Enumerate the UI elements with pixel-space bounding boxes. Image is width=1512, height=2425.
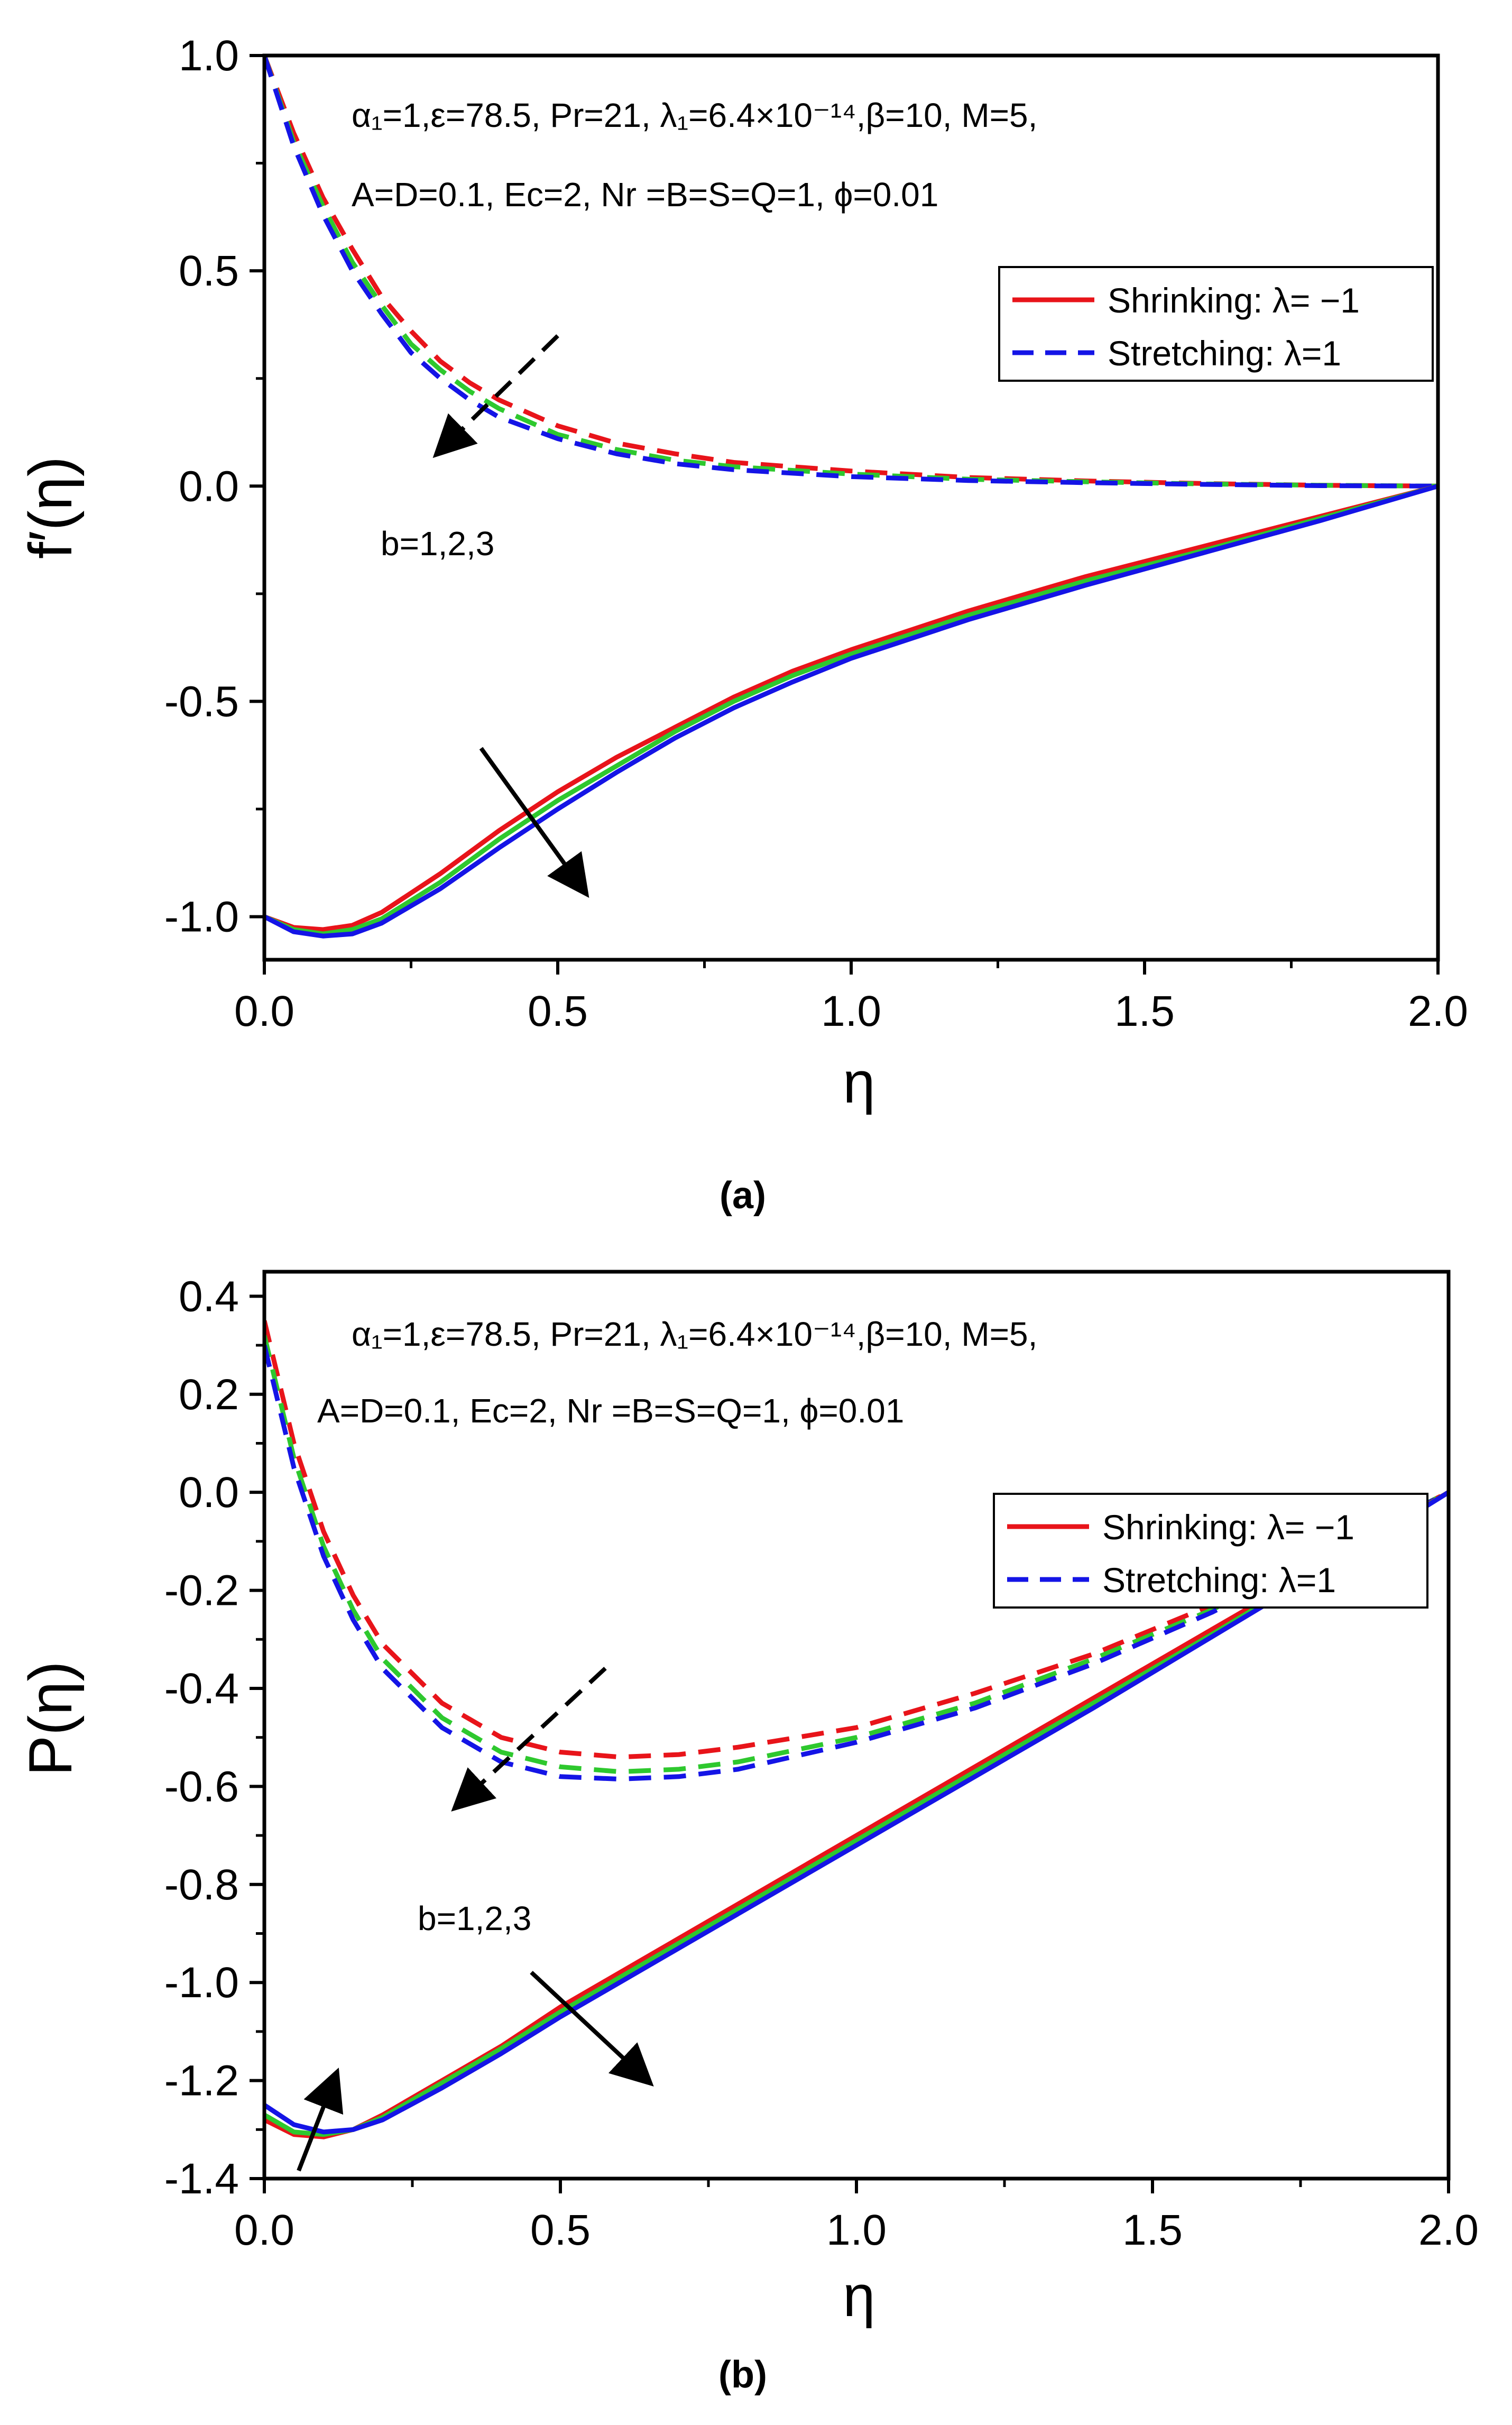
y-tick-label: -1.0 [164,893,239,941]
x-axis-label: η [843,1050,875,1115]
panel-caption: (a) [720,1174,766,1217]
x-axis-label: η [843,2264,875,2329]
trend-arrow [479,747,589,898]
y-tick-label: 0.0 [179,462,239,510]
series-line-stretching-b2 [264,56,1438,489]
trend-arrow [451,1667,607,1812]
y-tick-label: 1.0 [179,32,239,80]
trend-arrow [530,1971,654,2087]
legend-label: Shrinking: λ= −1 [1108,281,1360,320]
trend-arrow [432,334,559,458]
x-tick-label: 1.5 [1122,2206,1183,2254]
y-tick-label: -1.0 [164,1959,239,2007]
series-line-stretching-b1 [264,1320,1449,1760]
legend-box [998,266,1434,382]
x-tick-label: 0.5 [528,987,588,1035]
series-group [264,1320,1449,2139]
series-line-stretching-b3 [264,56,1438,489]
x-tick-label: 0.5 [530,2206,591,2254]
series-line-stretching-b2 [264,1335,1449,1775]
parameter-annotation: α₁=1,ε=78.5, Pr=21, λ₁=6.4×10⁻¹⁴,β=10, M… [352,1315,1037,1353]
y-axis-label: f′(η) [17,456,85,559]
y-tick-label: 0.4 [179,1272,239,1320]
series-line-stretching-b3 [264,1345,1449,1781]
x-tick-label: 1.5 [1114,987,1175,1035]
trend-arrow [297,2068,344,2172]
parameter-annotation: α₁=1,ε=78.5, Pr=21, λ₁=6.4×10⁻¹⁴,β=10, M… [352,96,1037,134]
y-axis-label: P(η) [17,1661,85,1776]
x-tick-label: 1.0 [821,987,881,1035]
y-tick-label: -1.4 [164,2155,239,2203]
y-tick-label: 0.0 [179,1468,239,1517]
legend-label: Shrinking: λ= −1 [1102,1508,1354,1547]
legend-label: Stretching: λ=1 [1108,334,1341,373]
x-tick-label: 2.0 [1408,987,1468,1035]
series-line-shrinking-b3 [264,483,1438,939]
panel-caption: (b) [718,2354,767,2396]
series-line-shrinking-b2 [264,483,1438,936]
x-tick-label: 0.0 [234,987,294,1035]
legend-box [993,1493,1428,1609]
legend-label: Stretching: λ=1 [1102,1560,1336,1600]
y-tick-label: -0.8 [164,1861,239,1909]
y-tick-label: -0.5 [164,677,239,725]
y-tick-label: -0.4 [164,1665,239,1713]
x-tick-label: 1.0 [826,2206,887,2254]
y-tick-label: -0.2 [164,1567,239,1615]
panel-b: 0.0 0.5 1.0 1.5 2.0 -1.4 -1.2 -1.0 -0.8 -0.6 -0.4 -… [17,1270,1479,2396]
series-group [264,56,1438,939]
legend: Shrinking: λ= −1 Stretching: λ=1 [993,1493,1428,1609]
y-tick-label: 0.2 [179,1371,239,1419]
y-tick-label: -0.6 [164,1762,239,1811]
panel-a: 0.0 0.5 1.0 1.5 2.0 -1.0 -0.5 0.0 0.5 1.0 η f′(η) α₁… [17,32,1468,1217]
legend: Shrinking: λ= −1 Stretching: λ=1 [998,266,1434,382]
series-line-shrinking-b1 [264,483,1438,932]
series-line-shrinking-b3 [264,1490,1449,2135]
param-b-label: b=1,2,3 [418,1899,531,1937]
parameter-annotation: A=D=0.1, Ec=2, Nr =B=S=Q=1, ϕ=0.01 [352,176,938,214]
parameter-annotation: A=D=0.1, Ec=2, Nr =B=S=Q=1, ϕ=0.01 [317,1392,904,1430]
y-tick-label: -1.2 [164,2057,239,2105]
param-b-label: b=1,2,3 [381,525,494,563]
x-tick-label: 0.0 [234,2206,294,2254]
x-tick-label: 2.0 [1418,2206,1479,2254]
y-tick-label: 0.5 [179,247,239,295]
